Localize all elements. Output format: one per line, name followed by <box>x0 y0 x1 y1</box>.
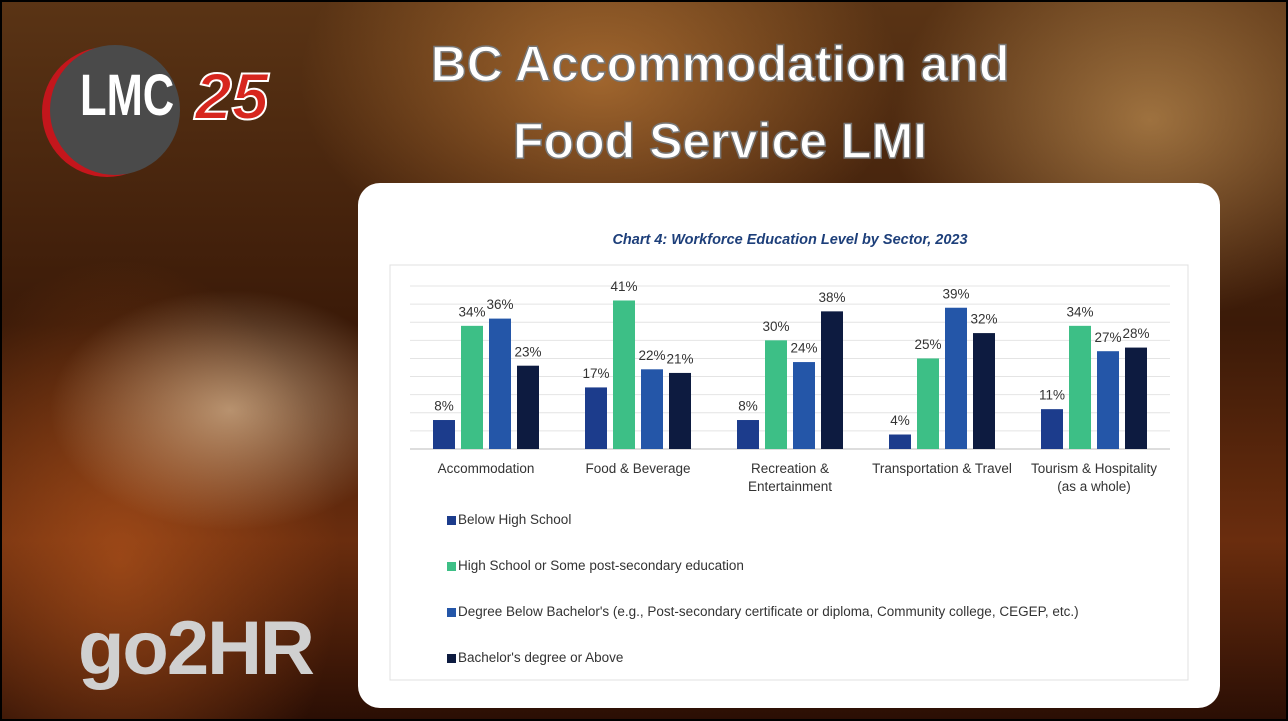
x-tick-label: Transportation & Travel <box>872 461 1012 476</box>
x-tick-label: Food & Beverage <box>585 461 691 476</box>
bar <box>821 311 843 449</box>
bar <box>765 340 787 449</box>
go2hr-logo: go2HR <box>78 606 315 691</box>
bar <box>973 333 995 449</box>
legend-label: Degree Below Bachelor's (e.g., Post-seco… <box>458 604 1079 619</box>
legend-swatch <box>447 608 456 617</box>
value-label: 8% <box>434 399 454 414</box>
value-label: 38% <box>818 290 845 305</box>
legend-swatch <box>447 562 456 571</box>
bar <box>1041 409 1063 449</box>
bar <box>669 372 691 449</box>
legend-label: Below High School <box>458 512 572 527</box>
slide-title-line-1: BC Accommodation and <box>430 35 1010 93</box>
value-label: 21% <box>666 351 693 366</box>
x-tick-label: Accommodation <box>437 461 535 476</box>
value-label: 24% <box>790 341 817 356</box>
bar <box>613 300 635 449</box>
bar <box>1125 347 1147 449</box>
value-label: 25% <box>914 337 941 352</box>
lmc-logo <box>50 45 180 175</box>
value-label: 36% <box>486 297 513 312</box>
chart-border <box>389 264 1189 681</box>
value-label: 34% <box>1066 304 1093 319</box>
value-label: 22% <box>638 348 665 363</box>
value-label: 17% <box>582 366 609 381</box>
lmc-text: LMC <box>80 63 175 128</box>
legend-swatch <box>447 654 456 663</box>
bar <box>793 362 815 449</box>
value-label: 27% <box>1094 330 1121 345</box>
chart-title: Chart 4: Workforce Education Level by Se… <box>612 232 967 248</box>
bar <box>585 387 607 449</box>
value-label: 32% <box>970 312 997 327</box>
legend-swatch <box>447 516 456 525</box>
x-tick-label: Recreation & Entertainment <box>747 461 833 494</box>
bar <box>889 434 911 449</box>
legend-label: Bachelor's degree or Above <box>458 650 624 665</box>
slide-title-line-2: Food Service LMI <box>512 112 927 170</box>
bar <box>461 325 483 449</box>
value-label: 30% <box>762 319 789 334</box>
value-label: 34% <box>458 304 485 319</box>
bar <box>1069 325 1091 449</box>
value-label: 39% <box>942 286 969 301</box>
bar <box>737 420 759 449</box>
value-label: 4% <box>890 413 910 428</box>
bar <box>1097 351 1119 449</box>
value-label: 11% <box>1039 388 1065 403</box>
value-label: 23% <box>514 344 541 359</box>
bar <box>945 307 967 449</box>
bar <box>433 420 455 449</box>
value-label: 8% <box>738 399 758 414</box>
bar <box>641 369 663 449</box>
legend-label: High School or Some post-secondary educa… <box>458 558 744 573</box>
value-label: 41% <box>610 279 637 294</box>
bar <box>917 358 939 449</box>
x-tick-label: Tourism & Hospitality (as a whole) <box>1030 461 1158 494</box>
bar <box>489 318 511 449</box>
value-label: 28% <box>1122 326 1149 341</box>
lmc-number: 25 <box>194 58 269 134</box>
bar <box>517 365 539 449</box>
